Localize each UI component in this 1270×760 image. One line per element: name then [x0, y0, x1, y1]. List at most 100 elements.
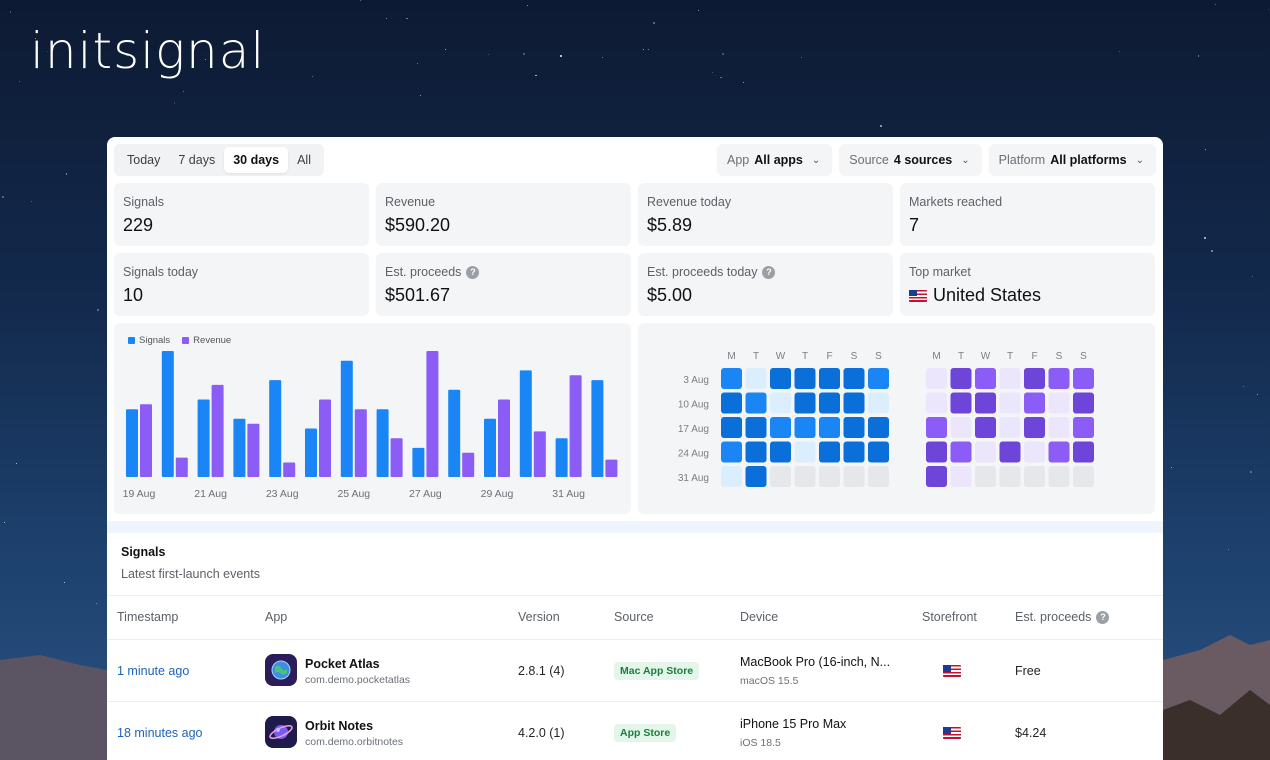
bar-revenue-7[interactable]	[390, 438, 403, 477]
help-icon[interactable]: ?	[466, 265, 480, 279]
bar-revenue-3[interactable]	[247, 423, 260, 477]
bar-revenue-8[interactable]	[426, 351, 439, 477]
help-icon[interactable]: ?	[762, 265, 776, 279]
revenue-heat-cell[interactable]	[999, 441, 1021, 463]
bar-signals-0[interactable]	[126, 409, 138, 477]
col-est-proceeds[interactable]: Est. proceeds ?	[1015, 610, 1110, 624]
revenue-heat-cell[interactable]	[926, 392, 947, 414]
revenue-heat-cell[interactable]	[975, 368, 996, 389]
revenue-heat-cell[interactable]	[999, 392, 1021, 414]
revenue-heat-cell[interactable]	[975, 441, 996, 463]
col-timestamp[interactable]: Timestamp	[117, 610, 179, 624]
col-storefront[interactable]: Storefront	[922, 610, 977, 624]
help-icon[interactable]: ?	[1096, 610, 1110, 624]
revenue-heat-cell[interactable]	[1073, 392, 1094, 414]
bar-signals-3[interactable]	[233, 418, 246, 477]
signals-heat-cell[interactable]	[794, 392, 816, 414]
source-filter[interactable]: Source 4 sources ⌄	[839, 144, 982, 176]
revenue-heat-cell[interactable]	[950, 368, 972, 389]
bar-signals-11[interactable]	[519, 370, 532, 477]
revenue-heat-cell[interactable]	[950, 417, 972, 438]
col-source[interactable]: Source	[614, 610, 654, 624]
signals-heat-cell[interactable]	[794, 368, 816, 389]
range-30-days[interactable]: 30 days	[224, 147, 289, 173]
revenue-heat-cell[interactable]	[1073, 417, 1094, 438]
revenue-heat-cell[interactable]	[1073, 368, 1094, 389]
bar-signals-8[interactable]	[412, 447, 425, 477]
bar-signals-5[interactable]	[305, 428, 317, 478]
col-app[interactable]: App	[265, 610, 288, 624]
bar-signals-12[interactable]	[555, 438, 568, 477]
col-version[interactable]: Version	[518, 610, 560, 624]
bar-revenue-2[interactable]	[211, 384, 224, 477]
revenue-heat-cell[interactable]	[950, 466, 972, 487]
signals-heat-cell[interactable]	[819, 417, 840, 438]
revenue-heat-cell[interactable]	[975, 417, 996, 438]
signals-heat-cell[interactable]	[721, 392, 742, 414]
revenue-heat-cell[interactable]	[926, 368, 947, 389]
row-timestamp[interactable]: 1 minute ago	[117, 664, 190, 678]
revenue-heat-cell[interactable]	[926, 417, 947, 438]
signals-heat-cell[interactable]	[721, 441, 742, 463]
col-device[interactable]: Device	[740, 610, 779, 624]
revenue-heat-cell[interactable]	[950, 392, 972, 414]
signals-heat-cell[interactable]	[745, 368, 767, 389]
bar-revenue-0[interactable]	[140, 404, 152, 477]
revenue-heat-cell[interactable]	[1048, 441, 1070, 463]
signals-heat-cell[interactable]	[843, 441, 865, 463]
bar-revenue-5[interactable]	[319, 399, 331, 478]
bar-signals-4[interactable]	[269, 380, 282, 477]
signals-heat-cell[interactable]	[770, 417, 791, 438]
bar-revenue-11[interactable]	[533, 431, 546, 477]
revenue-heat-cell[interactable]	[999, 368, 1021, 389]
platform-filter[interactable]: Platform All platforms ⌄	[988, 144, 1156, 176]
signals-heat-cell[interactable]	[745, 466, 767, 487]
signals-heat-cell[interactable]	[819, 441, 840, 463]
signals-heat-cell[interactable]	[721, 417, 742, 438]
revenue-heat-cell[interactable]	[1048, 417, 1070, 438]
revenue-heat-cell[interactable]	[1048, 368, 1070, 389]
signals-heat-cell[interactable]	[770, 392, 791, 414]
revenue-heat-cell[interactable]	[1048, 392, 1070, 414]
range-all[interactable]: All	[297, 153, 311, 167]
signals-heat-cell[interactable]	[868, 441, 889, 463]
signals-heat-cell[interactable]	[745, 417, 767, 438]
range-7-days[interactable]: 7 days	[178, 153, 216, 167]
bar-signals-9[interactable]	[448, 389, 461, 477]
app-filter[interactable]: App All apps ⌄	[717, 144, 833, 176]
bar-revenue-4[interactable]	[283, 462, 296, 478]
signals-heat-cell[interactable]	[745, 392, 767, 414]
revenue-heat-cell[interactable]	[950, 441, 972, 463]
revenue-heat-cell[interactable]	[1024, 368, 1045, 389]
revenue-heat-cell[interactable]	[1024, 417, 1045, 438]
bar-revenue-12[interactable]	[569, 375, 582, 477]
signals-heat-cell[interactable]	[770, 441, 791, 463]
signals-heat-cell[interactable]	[721, 368, 742, 389]
signals-heat-cell[interactable]	[721, 466, 742, 487]
bar-revenue-1[interactable]	[175, 457, 188, 477]
revenue-heat-cell[interactable]	[926, 466, 947, 487]
row-timestamp[interactable]: 18 minutes ago	[117, 726, 203, 740]
bar-signals-6[interactable]	[340, 360, 353, 477]
signals-heat-cell[interactable]	[794, 441, 816, 463]
signals-heat-cell[interactable]	[745, 441, 767, 463]
bar-revenue-6[interactable]	[354, 409, 367, 477]
bar-signals-2[interactable]	[197, 399, 210, 478]
table-row[interactable]: 1 minute ago Pocket Atlas com.demo.pocke…	[107, 640, 1163, 702]
signals-heat-cell[interactable]	[819, 368, 840, 389]
signals-heat-cell[interactable]	[843, 417, 865, 438]
signals-heat-cell[interactable]	[868, 368, 889, 389]
bar-signals-1[interactable]	[161, 351, 174, 477]
revenue-heat-cell[interactable]	[1024, 392, 1045, 414]
bar-revenue-13[interactable]	[605, 459, 618, 477]
bar-signals-10[interactable]	[484, 418, 496, 477]
revenue-heat-cell[interactable]	[1073, 441, 1094, 463]
range-today[interactable]: Today	[127, 153, 161, 167]
revenue-heat-cell[interactable]	[999, 417, 1021, 438]
signals-heat-cell[interactable]	[770, 368, 791, 389]
table-row[interactable]: 18 minutes ago Orbit Notes com.demo.orbi…	[107, 702, 1163, 760]
bar-revenue-10[interactable]	[498, 399, 510, 478]
signals-heat-cell[interactable]	[819, 392, 840, 414]
bar-signals-13[interactable]	[591, 380, 604, 477]
revenue-heat-cell[interactable]	[1024, 441, 1045, 463]
